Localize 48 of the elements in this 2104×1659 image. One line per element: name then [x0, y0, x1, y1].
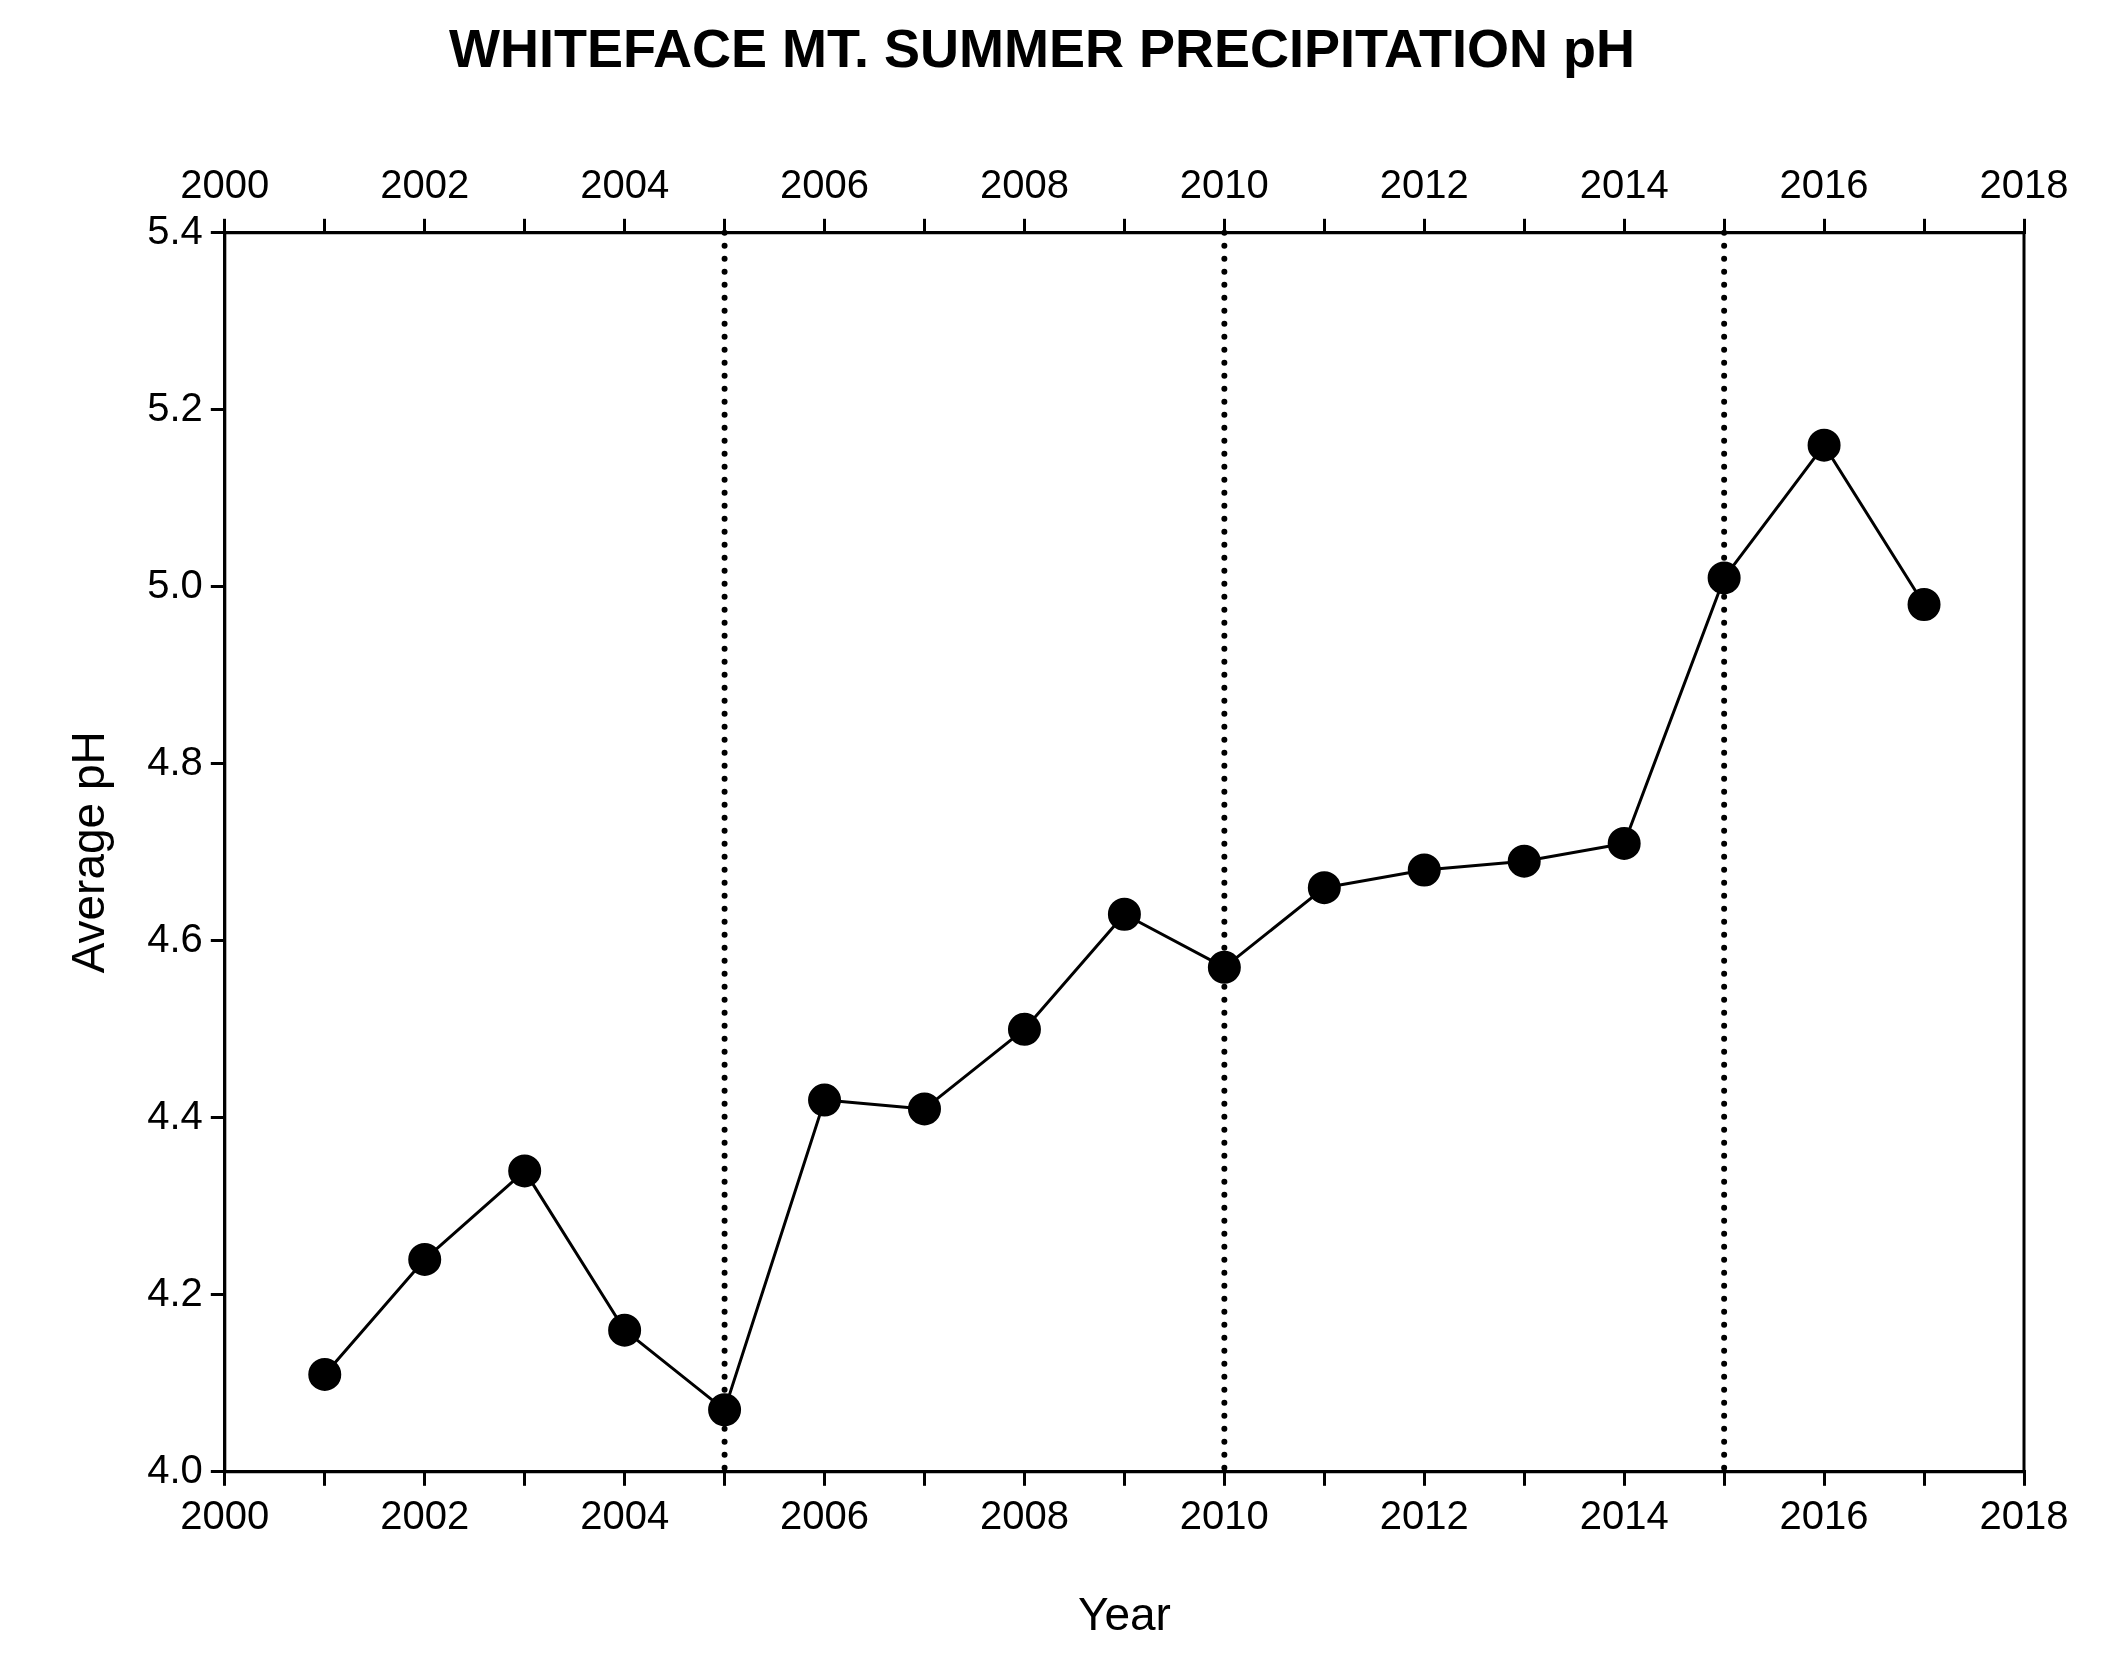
y-tick-label: 5.0 — [147, 561, 203, 606]
y-tick-label: 4.2 — [147, 1269, 203, 1314]
x-tick-label: 2002 — [380, 1492, 470, 1537]
y-tick-label: 5.4 — [147, 207, 203, 252]
x2-tick-label: 2016 — [1779, 161, 1869, 206]
point — [608, 1313, 642, 1347]
point — [907, 1092, 941, 1126]
y-tick-label: 4.0 — [147, 1446, 203, 1491]
point — [1607, 826, 1641, 860]
x2-tick-label: 2002 — [380, 161, 470, 206]
point — [308, 1357, 342, 1391]
x-axis-title: Year — [1077, 1588, 1171, 1641]
x2-tick-label: 2012 — [1379, 161, 1469, 206]
y-axis-title: Average pH — [62, 731, 115, 974]
x2-tick-label: 2008 — [979, 161, 1069, 206]
x-tick-label: 2018 — [1979, 1492, 2069, 1537]
point — [708, 1393, 742, 1427]
x2-tick-label: 2006 — [780, 161, 870, 206]
y-tick-label: 5.2 — [147, 384, 203, 429]
x-tick-label: 2016 — [1779, 1492, 1869, 1537]
x2-tick-label: 2018 — [1979, 161, 2069, 206]
x-tick-label: 2006 — [780, 1492, 870, 1537]
point — [1407, 853, 1441, 887]
point — [508, 1154, 542, 1188]
x-tick-label: 2008 — [979, 1492, 1069, 1537]
x-tick-label: 2000 — [180, 1492, 270, 1537]
point — [1307, 871, 1341, 905]
y-tick-label: 4.4 — [147, 1092, 203, 1137]
point — [1207, 950, 1241, 984]
point — [1707, 561, 1741, 595]
x-tick-label: 2014 — [1579, 1492, 1669, 1537]
point — [1107, 897, 1141, 931]
point — [408, 1242, 442, 1276]
y-tick-label: 4.6 — [147, 915, 203, 960]
y-tick-label: 4.8 — [147, 738, 203, 783]
x-tick-label: 2010 — [1179, 1492, 1269, 1537]
x2-tick-label: 2010 — [1179, 161, 1269, 206]
point — [1507, 844, 1541, 878]
point — [808, 1083, 842, 1117]
x-tick-label: 2012 — [1379, 1492, 1469, 1537]
point — [1007, 1012, 1041, 1046]
x2-tick-label: 2004 — [580, 161, 670, 206]
x-tick-label: 2004 — [580, 1492, 670, 1537]
x2-tick-label: 2000 — [180, 161, 270, 206]
point — [1907, 588, 1941, 621]
chart-title: WHITEFACE MT. SUMMER PRECIPITATION pH — [449, 18, 1635, 79]
x2-tick-label: 2014 — [1579, 161, 1669, 206]
point — [1807, 428, 1841, 462]
